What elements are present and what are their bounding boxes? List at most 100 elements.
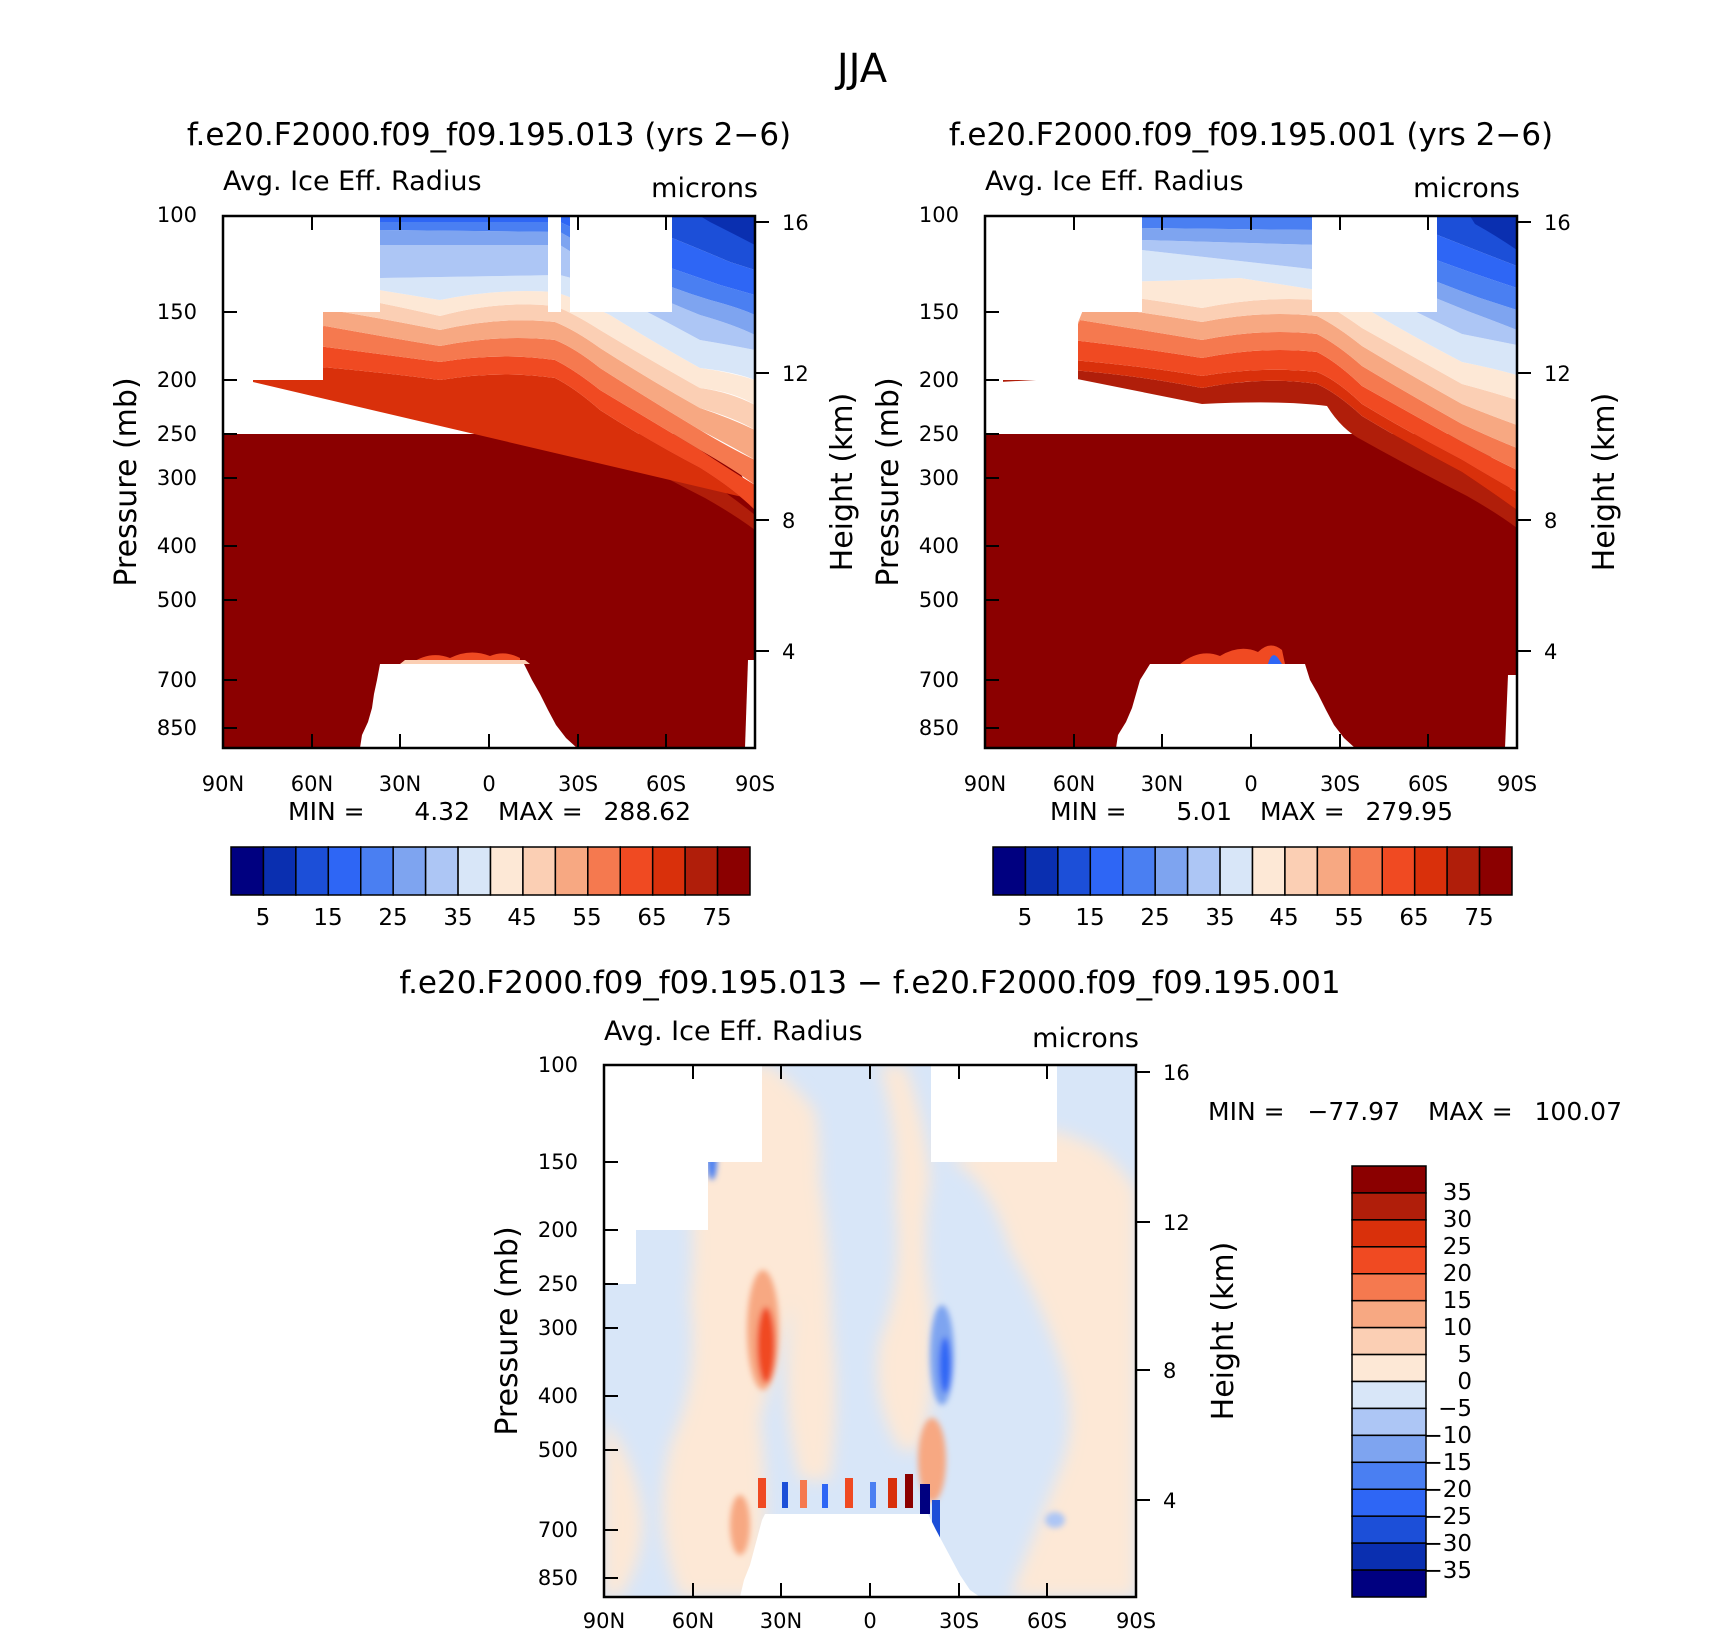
y-axis-label-right: Height (km) [825, 393, 860, 572]
ytick: 850 [538, 1566, 578, 1590]
colorbar-swatch [1351, 1299, 1427, 1329]
colorbar-label: 15 [313, 905, 342, 931]
ytick-right: 4 [1163, 1489, 1176, 1513]
y-tick-labels: 100 150 200 250 300 400 500 700 850 [538, 1053, 578, 1590]
band-l1 [700, 216, 755, 245]
missing-data-mask [604, 1065, 1057, 1597]
xtick: 60N [672, 1609, 714, 1629]
colorbar-label: −20 [1423, 1477, 1472, 1503]
colorbar-swatch [1381, 846, 1416, 896]
xtick: 90S [1116, 1609, 1156, 1629]
colorbar-swatch [1351, 1246, 1427, 1275]
ytick: 150 [538, 1150, 578, 1174]
ytick: 500 [157, 588, 197, 612]
moderate-negative-blobs [707, 1140, 1065, 1528]
band-l14 [1000, 370, 1517, 528]
stripe [782, 1482, 788, 1508]
units-label: microns [651, 173, 758, 204]
band-l10 [1075, 305, 1517, 448]
ytick: 700 [919, 668, 959, 692]
x-tick-labels: 90N 60N 30N 0 30S 60S 90S [583, 1609, 1156, 1629]
colorbar-swatch [327, 846, 362, 896]
panel-title: f.e20.F2000.f09_f09.195.013 (yrs 2−6) [187, 117, 791, 153]
units-label: microns [1032, 1023, 1139, 1054]
colorbar-label: 15 [1075, 905, 1104, 931]
colorbar-swatch [1351, 1165, 1427, 1194]
surface-stripes [758, 1474, 940, 1540]
min-label: MIN = [1050, 797, 1127, 826]
ytick: 850 [919, 716, 959, 740]
ytick: 300 [538, 1316, 578, 1340]
colorbar-label: 10 [1443, 1315, 1472, 1341]
ytick-right: 8 [1163, 1359, 1176, 1383]
tick-marks [222, 215, 769, 748]
y-right-tick-labels: 16 12 8 4 [782, 211, 809, 664]
band-l4 [1142, 218, 1517, 310]
band-l6 [380, 245, 755, 350]
ytick: 400 [919, 534, 959, 558]
positive-blob [757, 1307, 775, 1383]
xtick: 30S [939, 1609, 979, 1629]
y-right-tick-labels: 16 12 8 4 [1163, 1061, 1190, 1513]
colorbar-swatch [489, 846, 524, 896]
plot-area [985, 216, 1517, 748]
y-axis-label-left: Pressure (mb) [871, 377, 906, 586]
colorbar-swatch [262, 846, 297, 896]
colorbar-swatch [684, 846, 719, 896]
colorbar-swatch [1122, 846, 1156, 896]
colorbar-swatch [1154, 846, 1189, 896]
panel-case1: f.e20.F2000.f09_f09.195.013 (yrs 2−6) Av… [109, 117, 860, 931]
ytick: 300 [157, 466, 197, 490]
colorbar-label: −25 [1423, 1504, 1472, 1530]
colorbar-swatch [1351, 1515, 1427, 1544]
mask-topleft [223, 216, 380, 434]
min-label: MIN = [1208, 1097, 1285, 1126]
ytick: 200 [919, 368, 959, 392]
colorbar-swatch [360, 846, 394, 896]
xtick: 90S [735, 772, 775, 796]
colorbar-label: 20 [1443, 1261, 1472, 1287]
colorbar-label: 45 [507, 905, 536, 931]
ytick: 400 [538, 1384, 578, 1408]
ytick: 150 [919, 300, 959, 324]
ytick: 200 [157, 368, 197, 392]
positive-region [786, 1180, 836, 1480]
mask-top-mid [931, 1065, 1057, 1162]
ytick: 250 [157, 422, 197, 446]
ytick-right: 16 [1544, 211, 1571, 235]
colorbar-swatch [457, 846, 492, 896]
y-tick-labels: 100 150 200 250 300 400 500 700 850 [919, 203, 959, 740]
xtick: 0 [1244, 772, 1257, 796]
ytick-right: 4 [782, 640, 795, 664]
stripe [845, 1478, 853, 1508]
mask-surface [1116, 664, 1355, 748]
colorbar-swatch [1351, 1380, 1427, 1410]
x-tick-labels: 90N 60N 30N 0 30S 60S 90S [964, 772, 1537, 796]
ytick-right: 12 [1163, 1211, 1190, 1235]
low-level-speckle-light [400, 660, 530, 664]
xtick: 60N [1053, 772, 1095, 796]
season-title: JJA [834, 46, 888, 92]
colorbar-swatch [1351, 1273, 1427, 1302]
y-axis-label-right: Height (km) [1206, 1242, 1241, 1421]
y-axis-label-left: Pressure (mb) [490, 1226, 525, 1435]
ytick: 100 [919, 203, 959, 227]
negative-blob [1045, 1512, 1065, 1528]
colorbar-label: 65 [637, 905, 666, 931]
positive-blob [918, 1418, 946, 1502]
ytick-right: 12 [1544, 362, 1571, 386]
colorbar-label: 35 [1205, 905, 1234, 931]
stripe [758, 1478, 766, 1508]
colorbar [992, 846, 1513, 896]
mask-topleft [985, 216, 1142, 434]
colorbar-swatch [230, 846, 265, 896]
min-label: MIN = [288, 797, 365, 826]
ytick-right: 16 [782, 211, 809, 235]
colorbar-label: 35 [443, 905, 472, 931]
colorbar-label: 65 [1399, 905, 1428, 931]
xtick: 60S [1027, 1609, 1067, 1629]
y-axis-label-right: Height (km) [1587, 393, 1622, 572]
colorbar [1351, 1165, 1427, 1598]
xtick: 90N [202, 772, 244, 796]
